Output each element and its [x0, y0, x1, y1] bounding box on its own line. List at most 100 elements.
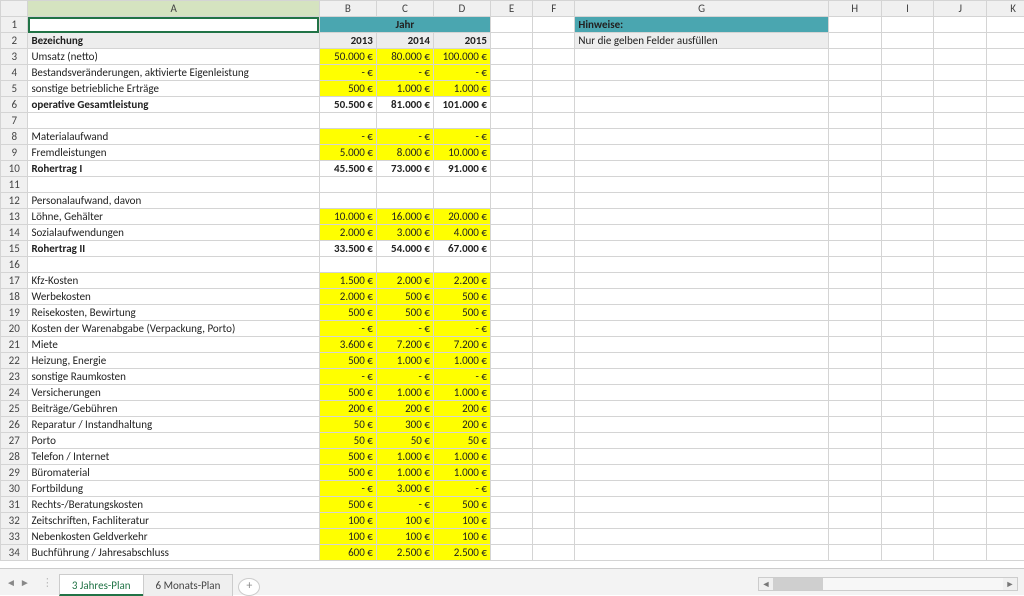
cell-value[interactable]: - € [376, 129, 433, 145]
cell[interactable] [934, 385, 987, 401]
cell[interactable] [881, 353, 934, 369]
cell[interactable] [575, 369, 828, 385]
cell-value[interactable]: 50.500 € [319, 97, 376, 113]
cell-value[interactable] [376, 113, 433, 129]
cell[interactable] [533, 321, 575, 337]
row-header[interactable]: 15 [1, 241, 28, 257]
cell-label[interactable]: Personalaufwand, davon [28, 193, 319, 209]
cell[interactable] [533, 193, 575, 209]
cell-value[interactable]: 3.600 € [319, 337, 376, 353]
cell-value[interactable]: 3.000 € [376, 481, 433, 497]
cell-hinweise-header[interactable]: Hinweise: [575, 17, 828, 33]
cell-value[interactable]: 100 € [376, 529, 433, 545]
cell[interactable] [575, 337, 828, 353]
cell[interactable] [934, 337, 987, 353]
col-header-A[interactable]: A [28, 1, 319, 17]
cell[interactable] [490, 289, 532, 305]
cell-label[interactable]: Rohertrag II [28, 241, 319, 257]
cell-label[interactable]: Rohertrag I [28, 161, 319, 177]
cell[interactable] [881, 113, 934, 129]
cell[interactable] [490, 369, 532, 385]
add-sheet-button[interactable]: + [238, 578, 260, 596]
cell-value[interactable]: 50 € [433, 433, 490, 449]
cell[interactable] [934, 241, 987, 257]
cell[interactable] [533, 161, 575, 177]
row-header[interactable]: 7 [1, 113, 28, 129]
cell[interactable] [881, 401, 934, 417]
cell-value[interactable]: 20.000 € [433, 209, 490, 225]
cell[interactable] [828, 529, 881, 545]
cell[interactable] [828, 369, 881, 385]
cell-label[interactable]: Reparatur / Instandhaltung [28, 417, 319, 433]
cell[interactable] [934, 257, 987, 273]
cell[interactable] [575, 401, 828, 417]
cell-value[interactable]: 54.000 € [376, 241, 433, 257]
tab-nav-prev-icon[interactable]: ◄ [6, 576, 16, 589]
cell-value[interactable]: - € [433, 129, 490, 145]
cell[interactable] [490, 177, 532, 193]
cell-label[interactable]: Sozialaufwendungen [28, 225, 319, 241]
row-header[interactable]: 24 [1, 385, 28, 401]
cell-value[interactable]: 500 € [319, 353, 376, 369]
cell-value[interactable]: 5.000 € [319, 145, 376, 161]
cell[interactable] [881, 449, 934, 465]
cell[interactable] [533, 337, 575, 353]
cell[interactable] [828, 401, 881, 417]
col-header-J[interactable]: J [934, 1, 987, 17]
cell-value[interactable] [433, 113, 490, 129]
cell[interactable] [533, 273, 575, 289]
cell[interactable] [490, 97, 532, 113]
cell-value[interactable]: - € [319, 369, 376, 385]
cell[interactable] [828, 225, 881, 241]
cell[interactable] [934, 161, 987, 177]
cell[interactable] [881, 193, 934, 209]
cell-value[interactable]: 1.000 € [433, 81, 490, 97]
cell[interactable] [881, 417, 934, 433]
cell[interactable] [881, 369, 934, 385]
cell-value[interactable]: 100 € [319, 513, 376, 529]
cell[interactable] [828, 209, 881, 225]
cell-value[interactable]: - € [319, 65, 376, 81]
cell[interactable] [881, 81, 934, 97]
cell[interactable] [881, 545, 934, 561]
cell[interactable] [533, 401, 575, 417]
cell[interactable] [828, 33, 881, 49]
cell-label[interactable]: Kosten der Warenabgabe (Verpackung, Port… [28, 321, 319, 337]
cell[interactable] [575, 545, 828, 561]
cell[interactable] [934, 401, 987, 417]
tab-nav-next-icon[interactable]: ► [20, 576, 30, 589]
cell[interactable] [934, 49, 987, 65]
cell[interactable] [881, 49, 934, 65]
cell-value[interactable]: 500 € [319, 81, 376, 97]
col-header-K[interactable]: K [987, 1, 1024, 17]
row-header[interactable]: 11 [1, 177, 28, 193]
cell[interactable] [881, 177, 934, 193]
cell[interactable] [881, 225, 934, 241]
cell[interactable] [881, 65, 934, 81]
cell[interactable] [533, 225, 575, 241]
cell-value[interactable] [319, 113, 376, 129]
cell[interactable] [881, 529, 934, 545]
row-header[interactable]: 27 [1, 433, 28, 449]
cell[interactable] [881, 289, 934, 305]
cell[interactable] [987, 145, 1024, 161]
cell[interactable] [934, 97, 987, 113]
cell[interactable] [533, 289, 575, 305]
cell[interactable] [828, 49, 881, 65]
cell[interactable] [575, 449, 828, 465]
cell-value[interactable]: 2.000 € [319, 289, 376, 305]
cell-year-2015[interactable]: 2015 [433, 33, 490, 49]
cell[interactable] [987, 385, 1024, 401]
cell-value[interactable] [319, 257, 376, 273]
cell[interactable] [881, 33, 934, 49]
cell[interactable] [934, 273, 987, 289]
cell[interactable] [987, 129, 1024, 145]
cell[interactable] [828, 161, 881, 177]
cell[interactable] [575, 129, 828, 145]
cell-value[interactable]: 600 € [319, 545, 376, 561]
row-header[interactable]: 33 [1, 529, 28, 545]
row-header[interactable]: 16 [1, 257, 28, 273]
cell-value[interactable] [319, 193, 376, 209]
cell-label[interactable]: sonstige betriebliche Erträge [28, 81, 319, 97]
scroll-right-icon[interactable]: ► [1003, 579, 1017, 590]
